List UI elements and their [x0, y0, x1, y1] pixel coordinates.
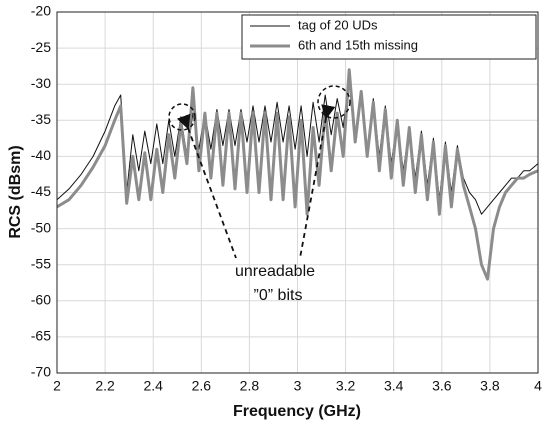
x-tick-label: 3.2	[336, 378, 356, 394]
y-tick-label: -70	[31, 364, 51, 380]
y-axis-label: RCS (dBsm)	[7, 145, 24, 238]
x-tick-label: 4	[534, 378, 542, 394]
plot-frame	[56, 11, 539, 374]
annotation: unreadable	[235, 263, 315, 280]
y-tick-label: -35	[31, 111, 51, 127]
arrow	[299, 104, 336, 259]
x-tick-label: 2	[53, 378, 61, 394]
y-tick-label: -30	[31, 75, 51, 91]
annotation: ”0” bits	[254, 287, 303, 304]
y-tick-label: -60	[31, 292, 51, 308]
legend-label: 6th and 15th missing	[298, 37, 418, 52]
series-line	[56, 68, 539, 281]
x-tick-label: 3.6	[432, 378, 452, 394]
x-tick-label: 2.2	[95, 378, 115, 394]
x-tick-label: 3.8	[480, 378, 500, 394]
legend-label: tag of 20 UDs	[298, 17, 378, 32]
x-tick-label: 3	[294, 378, 302, 394]
x-tick-label: 3.4	[384, 378, 404, 394]
y-tick-label: -25	[31, 39, 51, 55]
x-tick-label: 2.8	[240, 378, 260, 394]
x-axis-label: Frequency (GHz)	[233, 403, 361, 420]
y-tick-label: -50	[31, 219, 51, 235]
legend-box	[241, 14, 537, 60]
y-tick-label: -55	[31, 255, 51, 271]
y-tick-label: -65	[31, 328, 51, 344]
highlight-circle	[168, 103, 196, 131]
x-tick-label: 2.4	[143, 378, 163, 394]
y-tick-label: -45	[31, 183, 51, 199]
legend: tag of 20 UDs 6th and 15th missing	[250, 17, 418, 52]
lines	[56, 68, 539, 281]
y-tick-label: -40	[31, 147, 51, 163]
x-tick-label: 2.6	[192, 378, 212, 394]
y-tick-label: -20	[31, 3, 51, 19]
